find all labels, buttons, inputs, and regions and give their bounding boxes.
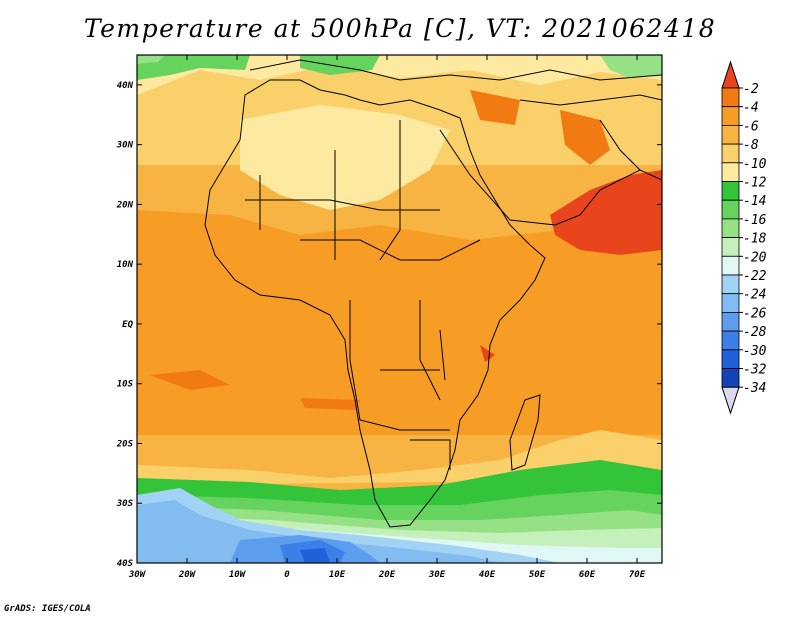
colorbar-label: -34 xyxy=(743,381,766,396)
lat-tick-label: EQ xyxy=(122,320,133,330)
lon-tick-label: 70E xyxy=(629,570,646,580)
lon-tick-label: 40E xyxy=(479,570,496,580)
colorbar-swatch xyxy=(721,218,740,238)
colorbar-label: -12 xyxy=(743,176,767,191)
lon-tick-label: 50E xyxy=(529,570,546,580)
lon-tick-label: 10W xyxy=(229,570,247,580)
colorbar-swatch xyxy=(721,199,740,220)
colorbar-label: -28 xyxy=(743,325,767,340)
colorbar-swatch xyxy=(721,87,740,108)
lat-tick-label: 10N xyxy=(117,260,134,270)
colorbar-labels: -2 -4 -6 -8 -10 -12 -14 -16 -18 -20 -22 -24 -26 -28 -3… xyxy=(739,82,767,396)
colorbar-swatch xyxy=(721,237,740,257)
map-frame xyxy=(136,54,663,564)
axis-ticks xyxy=(136,55,662,564)
lon-tick-label: 30W xyxy=(128,570,147,580)
lat-tick-label: 20N xyxy=(116,200,134,210)
colorbar-swatch xyxy=(721,255,740,276)
colorbar-label: -6 xyxy=(743,119,759,134)
colorbar-label: -26 xyxy=(743,306,767,321)
colorbar-label: -20 xyxy=(743,250,767,265)
lon-tick-label: 20E xyxy=(378,570,396,580)
colorbar-swatch xyxy=(721,330,740,351)
grads-credit: GrADS: IGES/COLA xyxy=(4,604,91,614)
colorbar-swatch xyxy=(721,368,740,388)
colorbar-label: -30 xyxy=(743,344,767,359)
colorbar-label: -10 xyxy=(743,157,767,172)
lat-tick-label: 10S xyxy=(117,380,134,390)
colorbar-swatch xyxy=(721,162,740,182)
colorbar-swatch xyxy=(721,293,740,313)
lon-tick-label: 10E xyxy=(329,570,346,580)
colorbar-label: -22 xyxy=(743,269,767,284)
colorbar-swatch xyxy=(721,274,740,295)
colorbar-top-arrow xyxy=(721,60,740,89)
lon-tick-label: 30E xyxy=(428,570,446,580)
colorbar-label: -24 xyxy=(743,288,766,303)
colorbar-swatch xyxy=(721,143,740,164)
colorbar-label: -16 xyxy=(743,213,767,228)
colorbar-swatch xyxy=(721,181,740,201)
lat-tick-label: 40N xyxy=(117,81,134,91)
chart-title: Temperature at 500hPa [C], VT: 202106241… xyxy=(83,14,717,43)
temperature-field xyxy=(137,55,662,563)
lat-tick-label: 30S xyxy=(116,499,134,509)
colorbar-label: -8 xyxy=(743,138,759,153)
colorbar-swatch xyxy=(721,349,740,369)
colorbar-bottom-arrow xyxy=(721,386,740,415)
lat-tick-label: 40S xyxy=(117,559,134,569)
lat-tick-label: 30N xyxy=(116,141,134,151)
colorbar-swatch xyxy=(721,125,740,145)
colorbar-label: -4 xyxy=(743,101,759,116)
lon-tick-label: 20W xyxy=(178,570,197,580)
axis-labels: 30W 20W 10W 0 10E 20E 30E 40E 50E 60E 70E 40N 30N 20N… xyxy=(116,81,646,580)
colorbar-swatch xyxy=(721,106,740,126)
colorbar-label: -18 xyxy=(743,232,767,247)
colorbar-swatch xyxy=(721,311,740,332)
lon-tick-label: 0 xyxy=(284,570,290,580)
colorbar-label: -2 xyxy=(743,82,759,97)
lon-tick-label: 60E xyxy=(579,570,596,580)
lat-tick-label: 20S xyxy=(116,439,134,449)
colorbar-label: -14 xyxy=(743,194,766,209)
coastlines xyxy=(204,59,662,528)
colorbar-label: -32 xyxy=(743,363,767,378)
colorbar xyxy=(721,60,740,415)
